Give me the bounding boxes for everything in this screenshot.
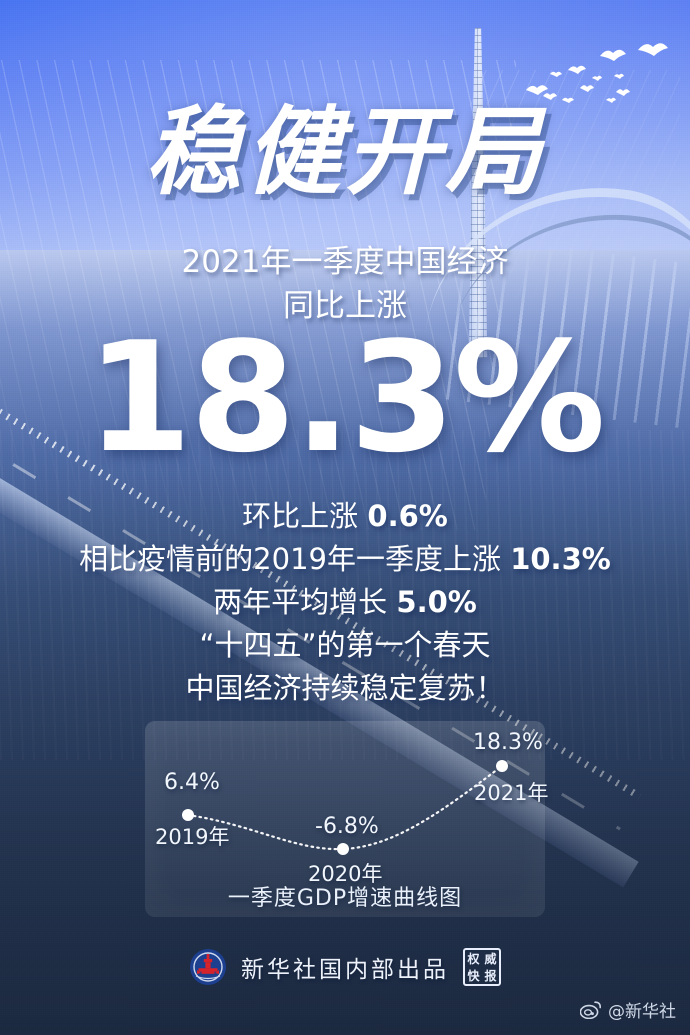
fact-value: 0.6% bbox=[367, 499, 448, 533]
fact-text: 中国经济持续稳定复苏！ bbox=[185, 671, 505, 705]
fact-row: 中国经济持续稳定复苏！ bbox=[0, 667, 690, 710]
fact-row: 环比上涨 0.6% bbox=[0, 495, 690, 538]
data-label-2020-year: 2020年 bbox=[308, 862, 383, 886]
chart-caption: 一季度GDP增速曲线图 bbox=[227, 886, 463, 911]
data-label-2021-value: 18.3% bbox=[473, 730, 543, 755]
data-point-2021 bbox=[496, 760, 508, 772]
fact-row: 相比疫情前的2019年一季度上涨 10.3% bbox=[0, 538, 690, 581]
stamp-char: 权 bbox=[467, 951, 480, 966]
authority-stamp: 权 威 快 报 bbox=[463, 948, 501, 986]
data-label-2019-value: 6.4% bbox=[164, 770, 220, 795]
fact-row: “十四五”的第一个春天 bbox=[0, 624, 690, 667]
weibo-handle: @新华社 bbox=[608, 1002, 676, 1022]
weibo-watermark: @新华社 bbox=[580, 997, 676, 1022]
data-point-2019 bbox=[182, 809, 194, 821]
subtitle-line-1: 2021年一季度中国经济 bbox=[181, 244, 509, 280]
headline-percentage: 18.3% bbox=[86, 309, 605, 486]
data-point-2020 bbox=[337, 843, 349, 855]
weibo-icon bbox=[580, 1000, 602, 1019]
fact-row: 两年平均增长 5.0% bbox=[0, 581, 690, 624]
fact-text: 相比疫情前的2019年一季度上涨 bbox=[79, 542, 511, 576]
fact-text: 两年平均增长 bbox=[213, 585, 397, 619]
fact-value: 10.3% bbox=[510, 542, 611, 576]
birds-flock-icon bbox=[526, 43, 668, 103]
poster-title: 稳健开局 bbox=[145, 96, 545, 208]
stamp-char: 快 bbox=[467, 968, 480, 983]
xinhua-emblem-icon bbox=[190, 949, 226, 985]
footer-credit: 新华社国内部出品 bbox=[241, 957, 449, 983]
poster-subtitle: 2021年一季度中国经济 同比上涨 bbox=[0, 240, 690, 328]
fact-text: “十四五”的第一个春天 bbox=[199, 628, 491, 662]
footer: 新华社国内部出品 权 威 快 报 bbox=[0, 938, 690, 996]
data-label-2019-year: 2019年 bbox=[155, 825, 230, 849]
gdp-trend-line bbox=[186, 764, 504, 851]
subtitle-line-2: 同比上涨 bbox=[283, 288, 407, 324]
gdp-line-chart bbox=[182, 760, 508, 855]
fact-list: 环比上涨 0.6% 相比疫情前的2019年一季度上涨 10.3% 两年平均增长 … bbox=[0, 495, 690, 710]
data-label-2021-year: 2021年 bbox=[474, 781, 549, 805]
stamp-char: 报 bbox=[484, 968, 497, 983]
fact-text: 环比上涨 bbox=[242, 499, 368, 533]
fact-value: 5.0% bbox=[396, 585, 477, 619]
stamp-char: 威 bbox=[484, 951, 497, 966]
data-label-2020-value: -6.8% bbox=[315, 814, 379, 839]
